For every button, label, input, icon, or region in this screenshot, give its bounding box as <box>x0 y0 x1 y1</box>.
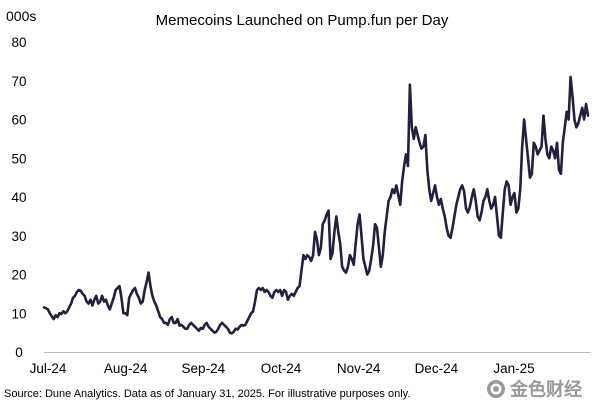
x-axis-ticks: Jul-24 Aug-24 Sep-24 Oct-24 Nov-24 Dec-24 Jan-… <box>30 361 535 376</box>
y-axis-unit-label: 000s <box>6 8 36 24</box>
x-tick-label: Dec-24 <box>415 361 459 376</box>
watermark: 金色财经 <box>487 379 582 401</box>
x-tick-label: Jan-25 <box>493 361 534 376</box>
y-tick-label: 80 <box>11 35 26 50</box>
source-note: Source: Dune Analytics. Data as of Janua… <box>4 388 410 400</box>
x-tick-label: Oct-24 <box>261 361 302 376</box>
y-tick-label: 40 <box>11 190 26 205</box>
y-tick-label: 0 <box>15 345 23 360</box>
x-tick-label: Sep-24 <box>182 361 226 376</box>
y-tick-label: 50 <box>11 151 26 166</box>
gold-coin-logo-icon <box>487 380 505 398</box>
y-tick-label: 60 <box>11 113 26 128</box>
x-tick-label: Nov-24 <box>337 361 381 376</box>
chart-title: Memecoins Launched on Pump.fun per Day <box>156 12 449 29</box>
series-line <box>42 75 590 335</box>
y-tick-label: 20 <box>11 268 26 283</box>
y-tick-label: 10 <box>11 306 26 321</box>
y-axis-ticks: 0 10 20 30 40 50 60 70 80 <box>11 35 26 360</box>
watermark-text: 金色财经 <box>509 379 582 401</box>
x-tick-label: Jul-24 <box>30 361 67 376</box>
y-tick-label: 30 <box>11 229 26 244</box>
x-tick-label: Aug-24 <box>104 361 148 376</box>
y-tick-label: 70 <box>11 74 26 89</box>
